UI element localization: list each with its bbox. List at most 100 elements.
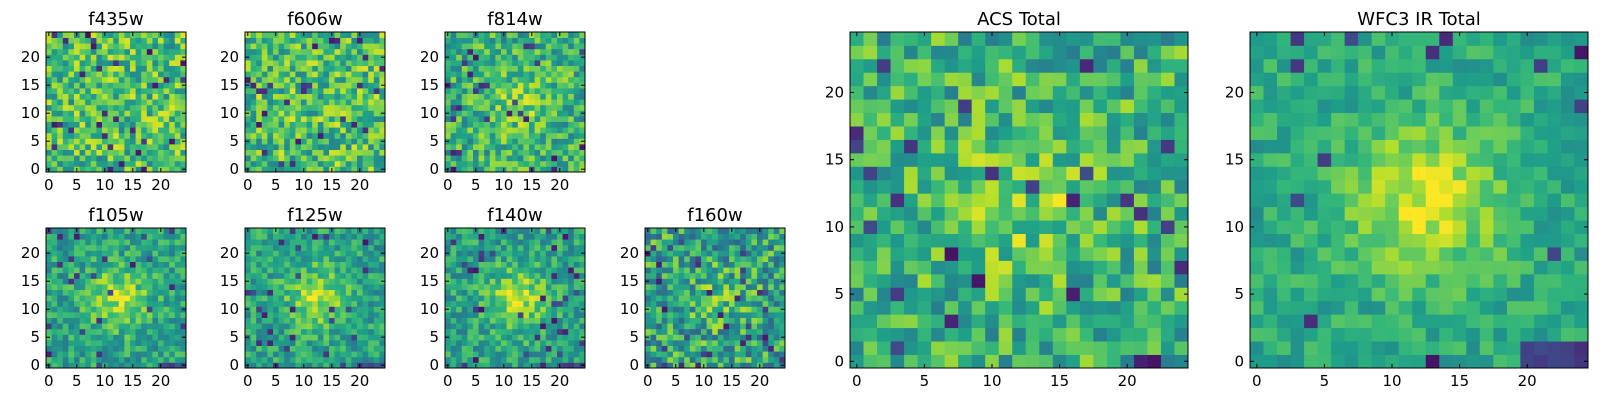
heatmap-cell — [57, 76, 64, 83]
heatmap-cell — [289, 76, 296, 83]
heatmap-cell — [340, 228, 347, 234]
heatmap-cell — [473, 116, 479, 122]
heatmap-cell — [684, 244, 691, 251]
heatmap-cell — [523, 37, 530, 44]
heatmap-cell — [523, 328, 530, 335]
heatmap-cell — [456, 127, 463, 134]
heatmap-cell — [158, 132, 164, 139]
heatmap-cell — [701, 312, 707, 318]
heatmap-cell — [695, 272, 702, 279]
heatmap-cell — [323, 65, 330, 72]
heatmap-cell — [96, 65, 103, 72]
heatmap-cell — [904, 354, 918, 369]
heatmap-cell — [141, 76, 148, 83]
heatmap-cell — [701, 250, 707, 257]
heatmap-cell — [169, 155, 176, 162]
heatmap-cell — [689, 228, 696, 234]
heatmap-cell — [62, 132, 69, 139]
heatmap-cell — [495, 261, 502, 268]
heatmap-cell — [712, 239, 719, 246]
heatmap-cell — [1066, 314, 1081, 329]
heatmap-cell — [568, 60, 575, 66]
heatmap-cell — [478, 121, 485, 128]
heatmap-cell — [717, 228, 724, 234]
heatmap-cell — [68, 244, 75, 251]
heatmap-cell — [373, 289, 380, 296]
heatmap-cell — [141, 351, 148, 358]
heatmap-cell — [656, 295, 663, 302]
heatmap-cell — [1012, 341, 1027, 355]
heatmap-cell — [107, 351, 114, 358]
heatmap-cell — [1106, 247, 1121, 261]
heatmap-cell — [473, 71, 479, 78]
heatmap-cell — [57, 71, 64, 78]
heatmap-cell — [740, 362, 747, 369]
heatmap-cell — [562, 244, 569, 251]
heatmap-cell — [334, 228, 341, 234]
heatmap-cell — [450, 323, 457, 330]
heatmap-cell — [306, 99, 313, 106]
heatmap-cell — [312, 345, 319, 352]
heatmap-cell — [1174, 260, 1189, 275]
heatmap-cell — [68, 65, 75, 72]
heatmap-cell — [529, 65, 535, 72]
heatmap-cell — [107, 239, 114, 246]
heatmap-cell — [557, 155, 563, 162]
heatmap-cell — [113, 43, 120, 50]
heatmap-cell — [473, 43, 479, 50]
heatmap-cell — [645, 289, 651, 296]
heatmap-cell — [68, 138, 75, 145]
heatmap-cell — [340, 127, 347, 134]
heatmap-cell — [489, 233, 496, 240]
heatmap-cell — [68, 76, 75, 83]
heatmap-cell — [579, 121, 586, 128]
heatmap-cell — [289, 317, 296, 324]
heatmap-cell — [130, 127, 136, 134]
heatmap-cell — [701, 233, 707, 240]
heatmap-cell — [90, 54, 97, 61]
heatmap-cell — [102, 289, 108, 296]
heatmap-cell — [51, 272, 58, 279]
heatmap-cell — [295, 155, 302, 162]
heatmap-cell — [74, 340, 80, 346]
heatmap-cell — [124, 317, 131, 324]
heatmap-cell — [357, 267, 363, 274]
heatmap-cell — [85, 93, 92, 100]
heatmap-cell — [523, 239, 530, 246]
heatmap-cell — [495, 328, 502, 335]
y-tick-label: 10 — [420, 300, 439, 318]
heatmap-cell — [501, 88, 507, 94]
heatmap-cell — [562, 250, 569, 257]
heatmap-cell — [278, 121, 285, 128]
heatmap-cell — [273, 71, 279, 78]
heatmap-cell — [512, 312, 519, 318]
heatmap-cell — [90, 317, 97, 324]
heatmap-cell — [495, 256, 502, 262]
heatmap-cell — [124, 65, 131, 72]
heatmap-cell — [46, 323, 52, 330]
heatmap-cell — [1079, 193, 1094, 208]
heatmap-cell — [368, 65, 375, 72]
heatmap-cell — [368, 37, 375, 44]
heatmap-cell — [944, 206, 959, 221]
heatmap-cell — [284, 76, 291, 83]
heatmap-cell — [261, 60, 268, 66]
heatmap-cell — [461, 323, 468, 330]
heatmap-cell — [118, 233, 125, 240]
heatmap-cell — [523, 306, 530, 313]
heatmap-cell — [484, 351, 491, 358]
heatmap-cell — [484, 228, 491, 234]
heatmap-cell — [573, 295, 580, 302]
heatmap-cell — [729, 345, 735, 352]
heatmap-cell — [295, 356, 302, 363]
heatmap-cell — [146, 323, 153, 330]
heatmap-cell — [180, 104, 187, 111]
heatmap-cell — [152, 71, 159, 78]
y-tick-label: 20 — [620, 244, 639, 262]
heatmap-cell — [645, 340, 651, 346]
heatmap-cell — [345, 121, 352, 128]
heatmap-cell — [751, 267, 758, 274]
heatmap-cell — [673, 334, 679, 341]
heatmap-cell — [701, 356, 707, 363]
heatmap-cell — [473, 340, 479, 346]
